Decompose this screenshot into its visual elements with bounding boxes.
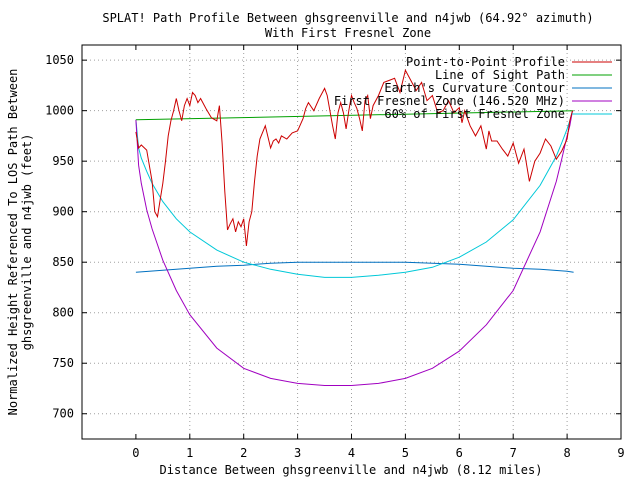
y-axis-label-line2: ghsgreenville and n4jwb (feet) — [20, 134, 34, 351]
chart-title: SPLAT! Path Profile Between ghsgreenvill… — [102, 11, 593, 25]
series-line-los — [135, 110, 574, 121]
y-tick-label: 700 — [52, 407, 74, 421]
legend-label-fresnel: First Fresnel Zone (146.520 MHz) — [334, 94, 565, 108]
legend-label-curvature: Earth's Curvature Contour — [384, 81, 565, 95]
x-tick-label: 9 — [617, 446, 624, 460]
series-line-profile — [135, 68, 573, 247]
plot-border — [81, 44, 622, 440]
x-tick-label: 1 — [186, 446, 193, 460]
y-tick-label: 800 — [52, 306, 74, 320]
grid-lines — [82, 45, 621, 439]
series-line-fresnel60 — [135, 110, 573, 278]
x-tick-label: 4 — [348, 446, 355, 460]
x-tick-label: 6 — [456, 446, 463, 460]
y-tick-label: 850 — [52, 255, 74, 269]
y-tick-label: 900 — [52, 205, 74, 219]
x-tick-label: 2 — [240, 446, 247, 460]
x-tick-label: 5 — [402, 446, 409, 460]
legend-label-fresnel60: 60% of First Fresnel Zone — [384, 107, 565, 121]
x-axis-label: Distance Between ghsgreenville and n4jwb… — [160, 463, 543, 477]
plot-series — [135, 68, 574, 386]
series-line-curvature — [135, 261, 574, 273]
legend-label-los: Line of Sight Path — [435, 68, 565, 82]
x-tick-label: 7 — [510, 446, 517, 460]
y-tick-label: 1050 — [45, 53, 74, 67]
y-axis-label-line1: Normalized Height Referenced To LOS Path… — [6, 69, 20, 416]
tick-labels: 0 1 2 3 4 5 6 7 8 9 700 750 800 850 900 950 1000 1050 — [45, 45, 625, 460]
chart-subtitle: With First Fresnel Zone — [265, 26, 431, 40]
series-line-fresnel — [135, 110, 573, 386]
y-tick-label: 950 — [52, 154, 74, 168]
y-tick-label: 1000 — [45, 104, 74, 118]
x-tick-label: 3 — [294, 446, 301, 460]
y-tick-label: 750 — [52, 356, 74, 370]
legend-label-profile: Point-to-Point Profile — [406, 55, 565, 69]
x-tick-label: 8 — [563, 446, 570, 460]
x-tick-label: 0 — [132, 446, 139, 460]
